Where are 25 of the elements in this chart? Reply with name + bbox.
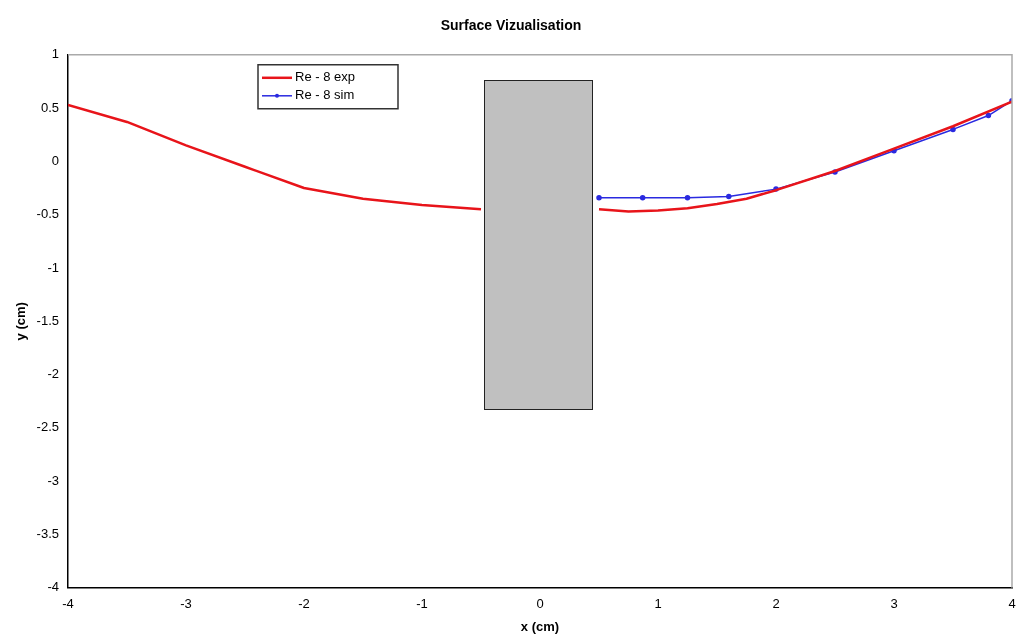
legend-label: Re - 8 sim [295,87,355,103]
y-tick-label: -1 [47,259,59,275]
y-tick-label: -4 [47,579,59,595]
x-tick-label: 2 [772,596,780,612]
x-tick-label: 4 [1008,596,1016,612]
x-tick-label: 1 [654,596,662,612]
y-tick-label: -3 [47,472,59,488]
y-tick-label: 0 [51,152,59,168]
x-tick-label: 0 [536,596,544,612]
x-tick-label: -2 [298,596,310,612]
y-tick-label: -3.5 [36,526,59,542]
y-tick-label: -2.5 [36,419,59,435]
x-tick-label: -4 [62,596,74,612]
y-tick-label: -2 [47,366,59,382]
y-tick-label: 0.5 [40,99,59,115]
y-tick-label: -1.5 [36,312,59,328]
legend-label: Re - 8 exp [295,69,355,85]
chart-title: Surface Vizualisation [440,17,582,34]
x-axis-title: x (cm) [520,618,560,634]
x-tick-label: -1 [416,596,428,612]
y-tick-label: 1 [51,46,59,62]
x-tick-label: -3 [180,596,192,612]
y-axis-title: y (cm) [13,302,29,341]
y-tick-label: -0.5 [36,206,59,222]
x-tick-label: 3 [890,596,898,612]
